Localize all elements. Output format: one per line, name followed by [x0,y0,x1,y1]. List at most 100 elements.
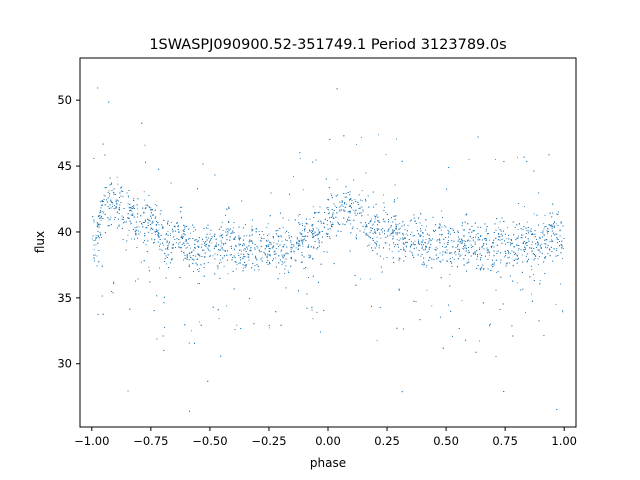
data-point [327,233,329,235]
data-point [101,295,103,297]
data-point [226,208,228,210]
data-point [225,214,227,216]
data-point [154,239,156,241]
data-point [328,213,330,215]
data-point [439,238,441,240]
data-point [261,231,263,232]
data-point [501,217,503,219]
data-point [336,212,338,214]
data-point [118,208,120,210]
data-point [395,226,397,228]
data-point [442,254,444,256]
data-point [436,248,438,249]
data-point [412,235,414,237]
data-point [402,221,404,223]
data-point [559,245,560,247]
data-point [393,232,394,234]
data-point [225,242,227,244]
data-point [354,199,356,201]
data-point [178,239,180,240]
data-point [486,249,488,251]
data-point [268,254,270,256]
data-point [551,240,553,242]
data-point [299,158,301,160]
data-point [298,248,299,250]
data-point [423,249,425,251]
data-point [251,240,253,242]
data-point [205,241,207,243]
data-point [203,256,205,258]
data-point [373,206,375,208]
data-point [487,249,489,251]
data-point [351,200,353,201]
data-point [108,219,110,221]
data-point [199,283,200,284]
data-point [290,236,292,238]
data-point [216,242,217,244]
data-point [222,249,224,251]
data-point [403,244,405,245]
data-point [471,231,473,233]
data-point [199,255,201,257]
data-point [414,220,416,222]
data-point [231,259,233,261]
data-point [143,199,145,201]
data-point [110,200,112,202]
data-point [300,240,302,242]
data-point [554,234,556,236]
data-point [374,221,376,223]
data-point [374,215,375,217]
data-point [454,252,455,254]
data-point [517,203,519,204]
data-point [442,259,444,261]
data-point [118,207,120,209]
data-point [539,251,541,253]
data-point [218,228,220,230]
data-point [437,239,439,240]
data-point [175,247,177,248]
data-point [270,248,271,250]
data-point [261,260,263,262]
data-point [552,232,554,234]
data-point [559,241,560,243]
data-point [530,231,532,232]
data-point [283,255,285,257]
data-point [161,224,163,226]
data-point [453,240,455,242]
data-point [316,227,318,229]
data-point [464,229,465,231]
data-point [414,244,416,246]
data-point [172,244,174,246]
data-point [324,212,326,213]
data-point [544,239,546,241]
data-point [384,206,385,208]
data-point [111,202,113,203]
data-point [209,233,211,235]
data-point [419,222,421,224]
data-point [398,228,400,230]
data-point [223,266,225,267]
data-point [274,250,276,252]
data-point [135,234,137,236]
data-point [503,220,505,222]
data-point [206,244,208,246]
data-point [345,186,347,188]
data-point [220,245,222,247]
data-point [523,251,525,252]
data-point [374,247,376,249]
data-point [248,256,250,258]
data-point [477,255,478,257]
data-point [312,237,314,239]
data-point [172,247,174,249]
data-point [458,250,460,252]
data-point [313,229,314,231]
data-point [214,273,216,275]
data-point [451,228,453,230]
data-point [164,238,166,240]
data-point [296,236,298,238]
data-point [508,251,510,253]
data-point [154,231,156,233]
data-point [153,214,155,216]
data-point [215,244,217,246]
data-point [389,244,391,246]
